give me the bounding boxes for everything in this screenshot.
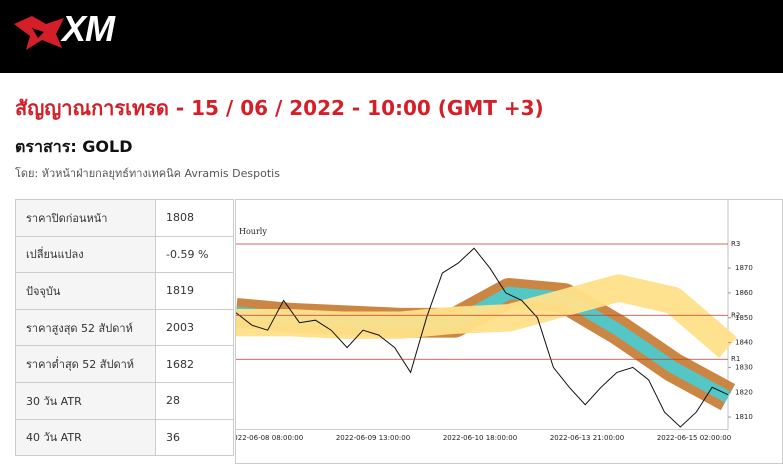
stat-label: ราคาสูงสุด 52 สัปดาห์ — [15, 308, 156, 347]
level-label: R1 — [731, 355, 740, 363]
stat-value: 2003 — [155, 308, 234, 347]
x-tick-label: 2022-06-08 08:00:00 — [235, 434, 303, 442]
table-row: 30 วัน ATR 28 — [15, 381, 234, 420]
band — [236, 274, 737, 358]
stat-value: 28 — [155, 381, 234, 420]
table-row: เปลี่ยนแปลง -0.59 % — [15, 235, 234, 274]
y-tick-label: 1850 — [735, 314, 753, 322]
y-tick-label: 1860 — [735, 289, 753, 297]
y-tick-label: 1870 — [735, 264, 753, 272]
x-tick-label: 2022-06-09 13:00:00 — [336, 434, 410, 442]
table-row: 40 วัน ATR 36 — [15, 418, 234, 457]
level-label: R3 — [731, 240, 740, 248]
stat-value: 1808 — [155, 199, 234, 237]
chart-image: R3 R2 R1 1870 1860 1850 1840 1830 1820 1810 2022-0… — [235, 199, 783, 464]
stat-label: เปลี่ยนแปลง — [15, 235, 156, 274]
stat-label: 30 วัน ATR — [15, 381, 156, 420]
author: โดย: หัวหน้าฝ่ายกลยุทธ์ทางเทคนิค Avramis… — [15, 167, 280, 180]
table-row: ราคาต่ำสุด 52 สัปดาห์ 1682 — [15, 345, 234, 383]
x-tick-label: 2022-06-13 21:00:00 — [550, 434, 624, 442]
y-tick-label: 1810 — [735, 413, 753, 421]
stat-value: 1682 — [155, 345, 234, 383]
stat-label: ปัจจุบัน — [15, 272, 156, 310]
table-row: ปัจจุบัน 1819 — [15, 272, 234, 310]
stats-table: ราคาปิดก่อนหน้า 1808 เปลี่ยนแปลง -0.59 % ปัจ… — [15, 199, 234, 457]
table-row: ราคาสูงสุด 52 สัปดาห์ 2003 — [15, 308, 234, 347]
price-line — [236, 247, 729, 428]
level-label: R2 — [731, 311, 740, 319]
stat-label: ราคาต่ำสุด 52 สัปดาห์ — [15, 345, 156, 383]
stat-value: 1819 — [155, 272, 234, 310]
y-tick-label: 1820 — [735, 388, 753, 396]
x-tick-label: 2022-06-10 18:00:00 — [443, 434, 517, 442]
chart-label: Hourly — [239, 227, 267, 236]
table-row: ราคาปิดก่อนหน้า 1808 — [15, 199, 234, 237]
logo[interactable]: XM — [62, 8, 115, 49]
stat-value: -0.59 % — [155, 235, 234, 274]
y-tick-label: 1840 — [735, 339, 753, 347]
y-tick-label: 1830 — [735, 363, 753, 371]
stat-label: ราคาปิดก่อนหน้า — [15, 199, 156, 237]
instrument: ตราสาร: GOLD — [15, 137, 133, 156]
x-tick-label: 2022-06-15 02:00:00 — [657, 434, 731, 442]
header: XM — [0, 0, 783, 73]
stat-label: 40 วัน ATR — [15, 418, 156, 457]
page-title: สัญญาณการเทรด - 15 / 06 / 2022 - 10:00 (… — [15, 96, 544, 120]
logo-icon — [14, 16, 64, 50]
stat-value: 36 — [155, 418, 234, 457]
